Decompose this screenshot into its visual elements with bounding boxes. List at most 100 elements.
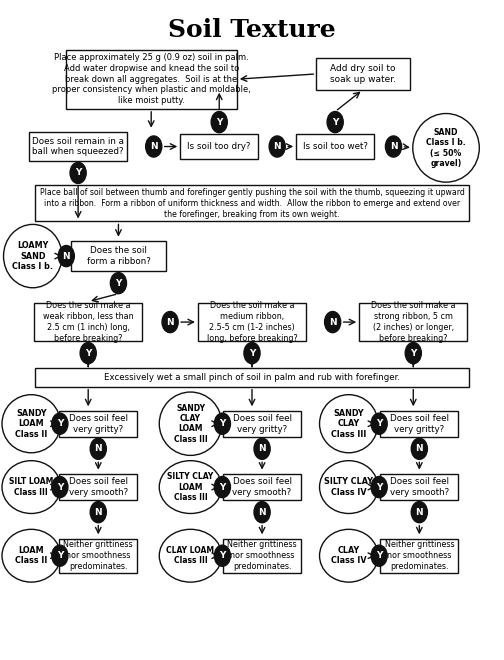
Text: N: N	[390, 142, 397, 151]
Ellipse shape	[320, 461, 378, 513]
Text: SANDY
CLAY
LOAM
Class III: SANDY CLAY LOAM Class III	[174, 404, 207, 444]
Ellipse shape	[413, 114, 479, 182]
Text: Does soil remain in a
ball when squeezed?: Does soil remain in a ball when squeezed…	[32, 137, 124, 156]
Text: SANDY
LOAM
Class II: SANDY LOAM Class II	[15, 409, 47, 439]
Ellipse shape	[2, 529, 60, 582]
FancyBboxPatch shape	[380, 411, 458, 437]
FancyBboxPatch shape	[59, 474, 137, 500]
Circle shape	[405, 343, 421, 364]
Circle shape	[52, 477, 68, 498]
Text: N: N	[94, 508, 102, 517]
Circle shape	[371, 413, 387, 434]
Circle shape	[214, 545, 230, 566]
Text: SANDY
CLAY
Class III: SANDY CLAY Class III	[331, 409, 366, 439]
Ellipse shape	[159, 529, 222, 582]
Circle shape	[52, 545, 68, 566]
Text: SAND
Class I b.
(≤ 50%
gravel): SAND Class I b. (≤ 50% gravel)	[426, 128, 466, 168]
Text: Does the soil make a
medium ribbon,
2.5-5 cm (1-2 inches)
long, before breaking?: Does the soil make a medium ribbon, 2.5-…	[207, 302, 297, 343]
Text: SILT LOAM
Class III: SILT LOAM Class III	[9, 477, 53, 497]
Text: Y: Y	[410, 348, 416, 358]
Circle shape	[371, 545, 387, 566]
Text: Y: Y	[376, 551, 383, 560]
Text: Neither grittiness
nor smoothness
predominates.: Neither grittiness nor smoothness predom…	[385, 541, 454, 571]
Text: Does the soil make a
weak ribbon, less than
2.5 cm (1 inch) long,
before breakin: Does the soil make a weak ribbon, less t…	[43, 302, 134, 343]
Text: Y: Y	[219, 419, 226, 428]
Text: SILTY CLAY
Class IV: SILTY CLAY Class IV	[324, 477, 373, 497]
Text: Y: Y	[75, 168, 81, 178]
Text: LOAM
Class II: LOAM Class II	[15, 546, 47, 566]
Ellipse shape	[159, 461, 222, 513]
Text: CLAY LOAM
Class III: CLAY LOAM Class III	[166, 546, 215, 566]
FancyBboxPatch shape	[359, 303, 467, 341]
FancyBboxPatch shape	[29, 132, 127, 161]
Text: Y: Y	[219, 482, 226, 492]
Text: N: N	[62, 251, 70, 261]
Text: Neither grittiness
nor smoothness
predominates.: Neither grittiness nor smoothness predom…	[227, 541, 297, 571]
FancyBboxPatch shape	[198, 303, 306, 341]
Text: Does the soil
form a ribbon?: Does the soil form a ribbon?	[87, 246, 150, 266]
Text: Is soil too wet?: Is soil too wet?	[303, 142, 367, 151]
Text: Y: Y	[332, 117, 338, 127]
FancyBboxPatch shape	[35, 185, 469, 222]
Text: Y: Y	[56, 419, 63, 428]
Text: N: N	[258, 444, 266, 453]
FancyBboxPatch shape	[223, 474, 301, 500]
FancyBboxPatch shape	[380, 474, 458, 500]
FancyBboxPatch shape	[66, 50, 237, 109]
Ellipse shape	[2, 395, 60, 453]
Text: N: N	[273, 142, 281, 151]
Circle shape	[80, 343, 96, 364]
Circle shape	[70, 162, 86, 183]
Text: Does the soil make a
strong ribbon, 5 cm
(2 inches) or longer,
before breaking?: Does the soil make a strong ribbon, 5 cm…	[371, 302, 456, 343]
Text: Does soil feel
very gritty?: Does soil feel very gritty?	[232, 414, 292, 434]
Text: Soil Texture: Soil Texture	[168, 18, 336, 42]
Text: SILTY CLAY
LOAM
Class III: SILTY CLAY LOAM Class III	[167, 472, 214, 502]
Text: N: N	[166, 317, 174, 327]
Circle shape	[110, 273, 127, 294]
Text: Does soil feel
very smooth?: Does soil feel very smooth?	[69, 477, 128, 497]
Text: Is soil too dry?: Is soil too dry?	[187, 142, 251, 151]
Text: Does soil feel
very gritty?: Does soil feel very gritty?	[390, 414, 449, 434]
FancyBboxPatch shape	[59, 539, 137, 573]
FancyBboxPatch shape	[223, 539, 301, 573]
Text: Y: Y	[219, 551, 226, 560]
Circle shape	[411, 502, 427, 523]
FancyBboxPatch shape	[35, 368, 469, 387]
Circle shape	[52, 413, 68, 434]
Text: Y: Y	[249, 348, 255, 358]
Text: Neither grittiness
nor smoothness
predominates.: Neither grittiness nor smoothness predom…	[64, 541, 133, 571]
Text: Y: Y	[56, 482, 63, 492]
Text: Y: Y	[216, 117, 222, 127]
FancyBboxPatch shape	[223, 411, 301, 437]
FancyBboxPatch shape	[34, 303, 142, 341]
Circle shape	[269, 136, 285, 157]
Text: Place ball of soil between thumb and forefinger gently pushing the soil with the: Place ball of soil between thumb and for…	[39, 188, 465, 218]
Circle shape	[254, 438, 270, 459]
FancyBboxPatch shape	[71, 241, 166, 271]
Text: Y: Y	[56, 551, 63, 560]
Circle shape	[58, 246, 75, 267]
Circle shape	[146, 136, 162, 157]
Text: Y: Y	[376, 482, 383, 492]
Text: N: N	[150, 142, 158, 151]
Text: Add dry soil to
soak up water.: Add dry soil to soak up water.	[330, 64, 396, 84]
Circle shape	[325, 312, 341, 333]
Circle shape	[386, 136, 402, 157]
Circle shape	[90, 438, 106, 459]
Text: CLAY
Class IV: CLAY Class IV	[331, 546, 366, 566]
Ellipse shape	[320, 395, 378, 453]
Ellipse shape	[2, 461, 60, 513]
Text: Y: Y	[115, 279, 121, 288]
Text: N: N	[258, 508, 266, 517]
Text: N: N	[415, 508, 423, 517]
Text: Place approximately 25 g (0.9 oz) soil in palm.
Add water dropwise and knead the: Place approximately 25 g (0.9 oz) soil i…	[52, 53, 250, 105]
Circle shape	[371, 477, 387, 498]
Circle shape	[411, 438, 427, 459]
Text: Y: Y	[85, 348, 91, 358]
Text: N: N	[415, 444, 423, 453]
Text: LOAMY
SAND
Class I b.: LOAMY SAND Class I b.	[12, 241, 53, 271]
Ellipse shape	[159, 392, 222, 455]
FancyBboxPatch shape	[296, 134, 374, 159]
Circle shape	[214, 477, 230, 498]
Text: Does soil feel
very smooth?: Does soil feel very smooth?	[232, 477, 292, 497]
